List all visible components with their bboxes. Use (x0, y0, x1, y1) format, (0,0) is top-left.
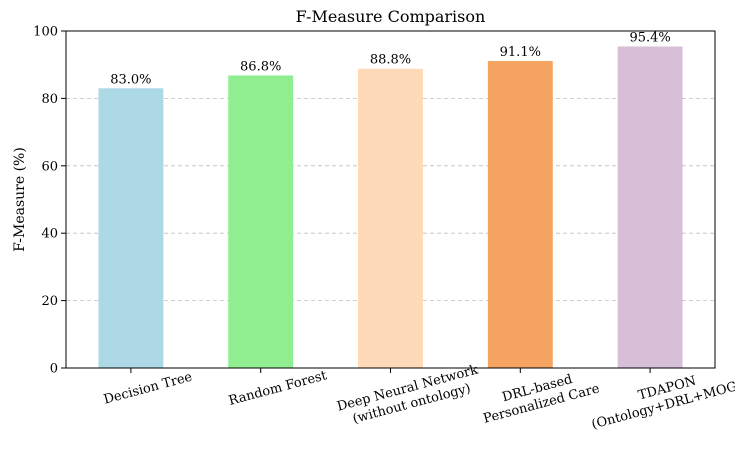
y-axis-ticks: 0 20 40 60 80 100 (33, 25, 66, 377)
chart-title: F-Measure Comparison (296, 7, 486, 26)
y-tick-label: 20 (41, 294, 58, 309)
x-tick-label: Random Forest (227, 368, 329, 409)
data-labels: 83.0% 86.8% 88.8% 91.1% 95.4% (110, 31, 671, 88)
bar (98, 88, 164, 368)
data-label: 86.8% (240, 59, 281, 74)
y-tick-label: 40 (41, 227, 58, 242)
data-label: 88.8% (370, 53, 411, 68)
bar (617, 46, 683, 368)
data-label: 95.4% (629, 31, 670, 46)
y-tick-label: 60 (41, 159, 58, 174)
y-tick-label: 0 (50, 362, 58, 377)
x-tick-label-line: Decision Tree (102, 370, 194, 408)
x-axis-ticks: Decision Tree Random Forest Deep Neural Ne… (102, 363, 735, 433)
x-tick-label: Deep Neural Network(without ontology) (335, 363, 479, 427)
x-tick-label: TDAPON(Ontology+DRL+MOGA) (590, 374, 735, 433)
bars (98, 46, 683, 368)
x-tick-label: Decision Tree (102, 370, 194, 408)
x-tick-label-line: Random Forest (227, 368, 329, 409)
bar (487, 60, 553, 368)
y-tick-label: 80 (41, 92, 58, 107)
bar (358, 68, 423, 368)
bar (228, 75, 294, 368)
y-tick-label: 100 (33, 25, 58, 40)
y-axis-label: F-Measure (%) (12, 147, 28, 252)
data-label: 91.1% (500, 45, 541, 60)
data-label: 83.0% (110, 72, 151, 87)
